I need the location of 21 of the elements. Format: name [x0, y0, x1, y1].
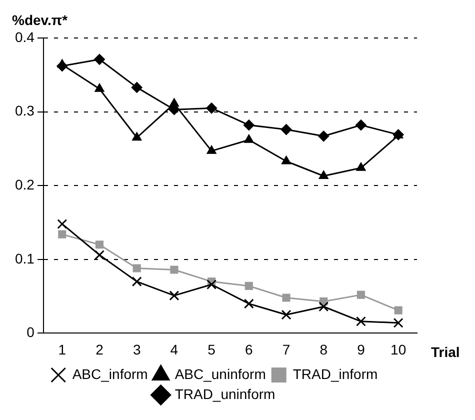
x-tick-label: 3 [132, 341, 141, 358]
y-axis-title: %dev.π* [12, 12, 68, 28]
x-tick-label: 6 [245, 341, 254, 358]
legend-label: TRAD_uninform [174, 386, 276, 402]
x-tick-label: 5 [208, 341, 216, 358]
y-tick-label: 0.1 [14, 250, 35, 266]
x-tick-label: 8 [320, 341, 328, 358]
y-tick-label: 0.3 [14, 102, 35, 119]
x-tick-label: 10 [390, 341, 406, 358]
y-tick-label: 0.2 [14, 176, 35, 192]
x-tick-label: 4 [170, 341, 178, 358]
y-tick-label: 0.4 [14, 28, 35, 45]
x-axis-title: Trial [431, 344, 460, 360]
y-tick-label: 0 [26, 324, 35, 340]
legend-label: ABC_uninform [174, 366, 266, 382]
legend-label: ABC_inform [72, 366, 148, 382]
x-tick-label: 7 [282, 341, 290, 358]
legend-label: TRAD_inform [292, 366, 378, 382]
x-tick-label: 2 [96, 341, 104, 358]
x-tick-label: 9 [357, 341, 366, 358]
x-tick-label: 1 [58, 341, 66, 358]
